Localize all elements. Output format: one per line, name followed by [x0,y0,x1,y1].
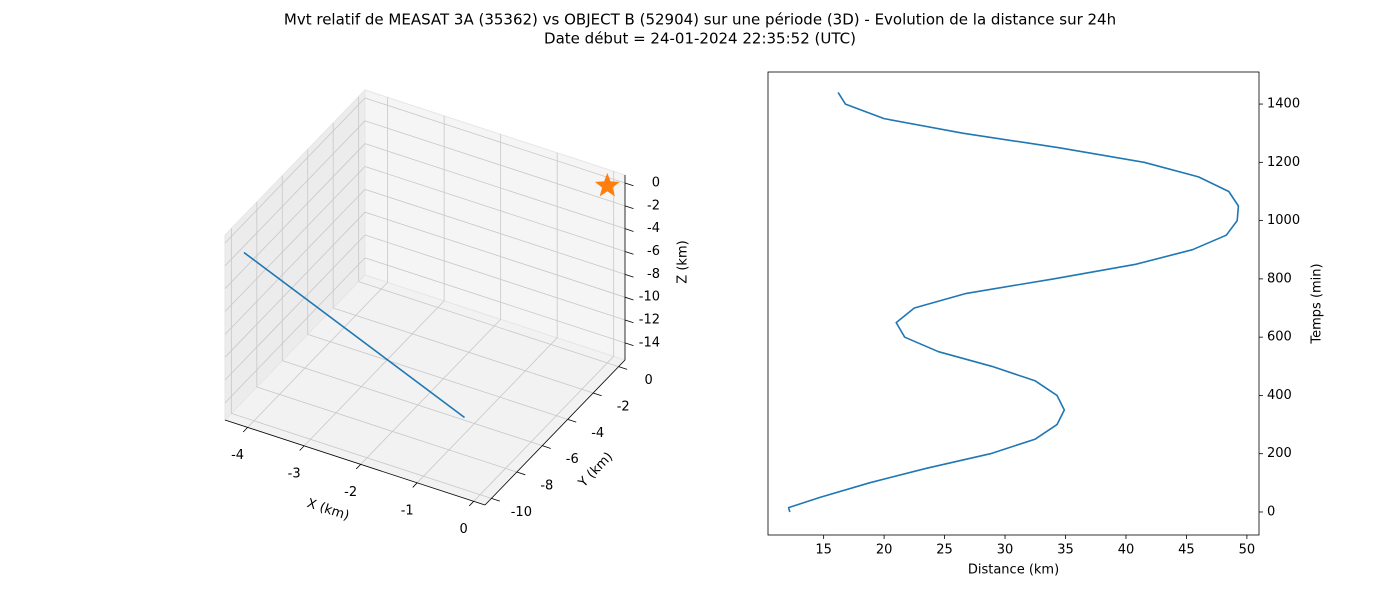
x-tick [412,482,418,488]
grid-line [364,97,626,184]
x-tick-label: 35 [1057,543,1074,558]
z-tick-label: -10 [639,290,660,305]
grid-line [224,211,366,358]
x-tick-label: -3 [288,466,301,481]
x-tick-label: 0 [460,522,468,537]
z-tick [624,251,634,255]
x-tick [355,464,361,470]
y-tick-label: 1200 [1267,155,1300,170]
y-tick [491,498,500,502]
grid-line [224,97,366,244]
grid-line [231,413,492,499]
x-tick [242,427,248,433]
x-tick [468,501,474,507]
distance-line [787,91,1240,513]
y-axis-label: Y (km) [575,450,616,492]
x-tick [299,445,305,451]
grid-line [224,257,366,404]
x-tick-label: 50 [1239,543,1256,558]
y-axis-label: Temps (min) [1310,263,1325,344]
grid-line [224,166,366,312]
x-tick-label: -2 [344,485,357,500]
grid-line [282,360,543,447]
grid-line [473,356,614,502]
grid-line [224,234,366,381]
y-axis-line [484,359,626,506]
z-tick [624,296,634,301]
grid-line [364,120,626,207]
z-tick-label: 0 [652,175,660,190]
grid-line [358,281,619,367]
x-axis-label: Distance (km) [968,563,1059,578]
figure-subtitle: Date début = 24-01-2024 22:35:52 (UTC) [544,30,856,48]
grid-line [307,333,568,420]
y-tick [516,471,526,476]
y-tick-label: -8 [540,479,553,494]
x-tick-label: 25 [936,543,953,558]
grid-line [364,257,626,344]
grid-line [224,189,366,335]
z-axis-label: Z (km) [676,240,691,283]
grid-line [364,188,626,275]
x-tick-label: -4 [231,448,244,463]
y-tick [567,418,577,423]
z-tick-label: -6 [647,244,660,259]
y-tick-label: 200 [1267,446,1292,461]
trajectory-line [243,251,466,419]
y-tick-label: 0 [1267,504,1275,519]
y-tick-label: 1000 [1267,213,1300,228]
x-tick-label: 15 [815,543,832,558]
y-tick-label: 400 [1267,388,1292,403]
z-tick-label: -12 [639,313,660,328]
y-tick [593,392,602,397]
z-tick [624,182,634,187]
z-tick-label: -4 [647,221,660,236]
y-tick-label: 1400 [1267,97,1300,112]
y-tick-label: 0 [644,373,652,388]
grid-line [364,143,626,230]
grid-line [333,307,594,394]
y-tick-label: -6 [566,452,579,467]
x-axis-line [224,419,486,506]
grid-line [247,282,388,428]
z-tick-label: -14 [639,335,660,350]
y-tick [542,445,551,449]
x-tick-label: -1 [401,503,414,518]
grid-line [256,386,517,473]
y-tick-label: 600 [1267,330,1292,345]
y-tick [618,366,628,370]
z-tick-label: -2 [647,198,660,213]
y-tick-label: -4 [591,426,604,441]
y-tick-label: -2 [617,399,630,414]
grid-line [224,143,366,289]
grid-line [416,337,558,484]
star-marker [595,172,620,197]
x-tick-label: 40 [1118,543,1135,558]
grid-line [364,166,626,252]
z-tick [624,342,634,347]
grid-line [364,211,626,298]
y-tick-label: 800 [1267,271,1292,286]
z-tick [624,273,634,278]
grid-line [224,120,366,267]
x-axis-label: X (km) [305,496,351,524]
z-tick [624,228,634,232]
x-tick-label: 20 [876,543,893,558]
grid-line [303,300,445,447]
z-tick [624,319,634,324]
x-tick-label: 45 [1178,543,1195,558]
grid-line [364,234,626,321]
figure-title: Mvt relatif de MEASAT 3A (35362) vs OBJE… [284,11,1116,29]
y-tick-label: -10 [511,505,532,520]
plot-frame [767,71,1260,536]
z-tick [624,205,634,209]
x-tick-label: 30 [997,543,1014,558]
z-tick-label: -8 [647,267,660,282]
